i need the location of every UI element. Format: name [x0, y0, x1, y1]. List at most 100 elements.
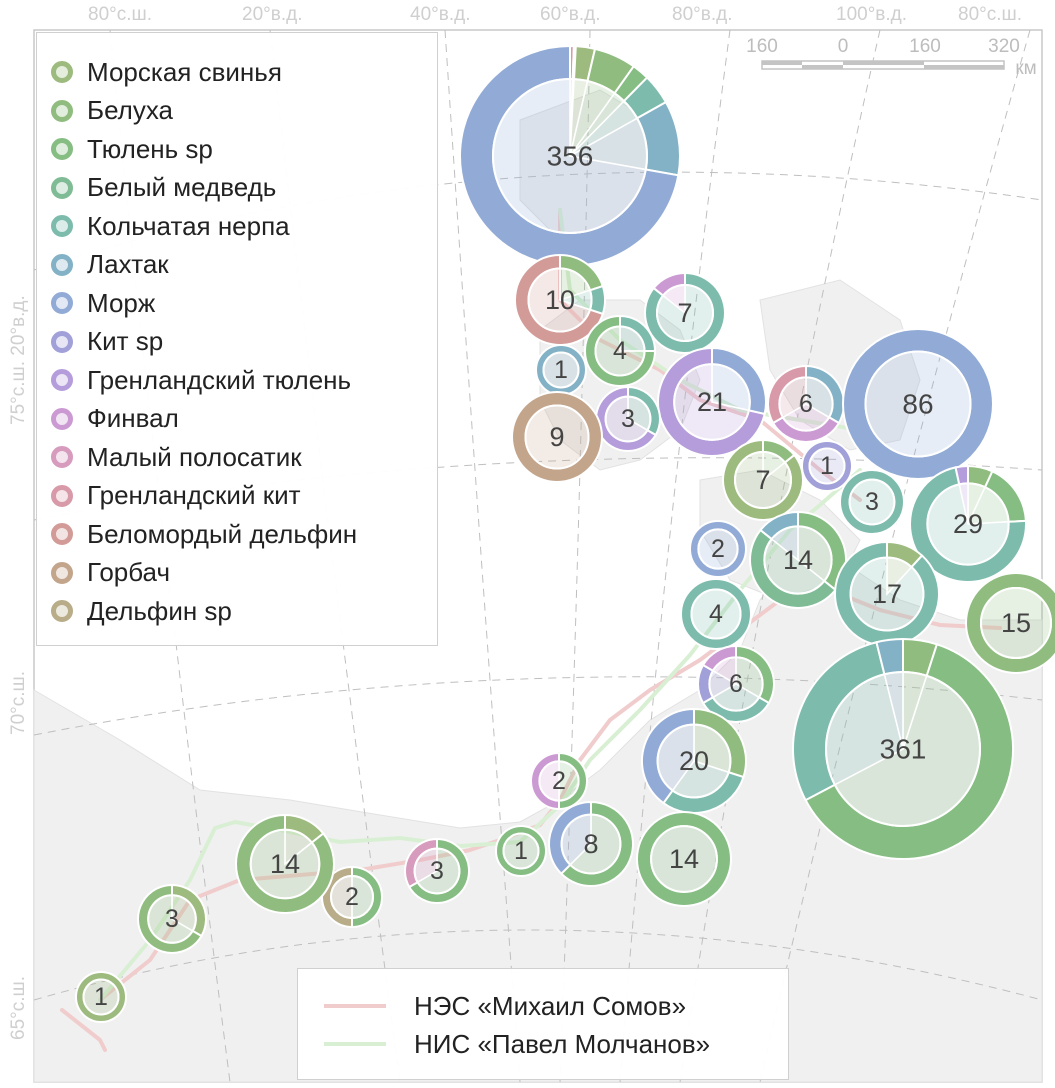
scale-tick-label: 160: [746, 36, 778, 57]
species-legend-item: Гренландский тюлень: [51, 361, 437, 400]
species-swatch: [51, 600, 73, 622]
observation-pie: 4: [585, 316, 655, 386]
species-legend-label: Кит sp: [87, 326, 163, 357]
species-swatch: [51, 408, 73, 430]
species-legend-label: Дельфин sp: [87, 596, 232, 627]
observation-pie: 3: [405, 839, 469, 903]
species-swatch: [51, 446, 73, 468]
route-legend-label: НЭС «Михаил Сомов»: [414, 991, 686, 1022]
pie-total-label: 14: [270, 849, 300, 879]
observation-pie: 1: [496, 826, 546, 876]
pie-total-label: 14: [783, 545, 813, 575]
grid-label-top: 80°в.д.: [672, 4, 732, 25]
observation-pie: 2: [690, 521, 746, 577]
pie-total-label: 3: [621, 405, 635, 433]
species-legend-item: Финвал: [51, 400, 437, 439]
observation-pie: 21: [658, 348, 766, 456]
species-swatch: [51, 254, 73, 276]
observation-pie: 2: [531, 753, 587, 809]
species-legend-item: Кольчатая нерпа: [51, 207, 437, 246]
observation-pie: 1: [802, 441, 852, 491]
route-legend-item: НИС «Павел Молчанов»: [324, 1025, 788, 1063]
observation-pie: 14: [236, 815, 334, 913]
grid-label-top: 60°в.д.: [540, 4, 600, 25]
scale-bar-segment: [762, 61, 802, 65]
species-legend-item: Дельфин sp: [51, 592, 437, 631]
species-swatch: [51, 177, 73, 199]
species-swatch: [51, 61, 73, 83]
species-swatch: [51, 138, 73, 160]
pie-total-label: 3: [430, 857, 444, 885]
pie-total-label: 21: [697, 387, 727, 417]
pie-total-label: 15: [1001, 608, 1031, 638]
pie-total-label: 1: [820, 452, 834, 480]
route-line-swatch: [324, 1042, 386, 1046]
grid-label-top: 80°с.ш.: [88, 4, 152, 25]
species-legend-label: Горбач: [87, 557, 170, 588]
route-legend: НЭС «Михаил Сомов» НИС «Павел Молчанов»: [297, 968, 789, 1080]
observation-pie: 9: [512, 392, 602, 482]
left-grid-labels: 75°с.ш. 20°в.д. 70°с.ш. 65°с.ш.: [8, 295, 29, 1040]
species-legend-item: Гренландский кит: [51, 477, 437, 516]
observation-pie: 3: [840, 470, 904, 534]
pie-total-label: 356: [547, 141, 594, 172]
observation-pie: 3: [596, 387, 660, 451]
species-swatch: [51, 485, 73, 507]
species-legend-item: Тюлень sp: [51, 130, 437, 169]
species-legend-label: Беломордый дельфин: [87, 519, 357, 550]
pie-total-label: 9: [549, 422, 564, 452]
route-line-swatch: [324, 1004, 386, 1008]
species-legend-item: Беломордый дельфин: [51, 515, 437, 554]
species-legend-item: Белуха: [51, 92, 437, 131]
observation-pie: 361: [793, 639, 1013, 859]
observation-pie: 1: [536, 345, 586, 395]
route-legend-item: НЭС «Михаил Сомов»: [324, 987, 788, 1025]
pie-total-label: 8: [583, 829, 598, 859]
observation-pie: 20: [642, 709, 746, 813]
pie-total-label: 4: [613, 337, 627, 365]
species-legend-label: Тюлень sp: [87, 134, 213, 165]
species-legend-item: Белый медведь: [51, 169, 437, 208]
species-legend-label: Гренландский тюлень: [87, 365, 351, 396]
species-legend-label: Морская свинья: [87, 57, 282, 88]
top-grid-labels: 80°с.ш. 20°в.д. 40°в.д. 60°в.д. 80°в.д. …: [88, 4, 1022, 25]
species-legend-label: Морж: [87, 288, 155, 319]
scale-bar-segment: [843, 61, 924, 65]
pie-total-label: 4: [709, 600, 723, 628]
species-swatch: [51, 562, 73, 584]
species-legend-label: Кольчатая нерпа: [87, 211, 290, 242]
pie-total-label: 6: [799, 390, 813, 418]
grid-label-top: 100°в.д.: [836, 4, 907, 25]
pie-total-label: 10: [545, 285, 575, 315]
observation-pie: 3: [138, 885, 206, 953]
observation-pie: 7: [723, 440, 803, 520]
grid-label-left: 70°с.ш.: [8, 671, 29, 735]
grid-label-top: 40°в.д.: [410, 4, 470, 25]
observation-pie: 15: [966, 573, 1055, 673]
route-legend-label: НИС «Павел Молчанов»: [414, 1029, 710, 1060]
pie-total-label: 1: [554, 356, 568, 384]
pie-total-label: 7: [755, 465, 770, 495]
pie-total-label: 3: [865, 488, 879, 516]
pie-total-label: 2: [345, 883, 359, 911]
species-swatch: [51, 292, 73, 314]
species-swatch: [51, 215, 73, 237]
species-legend-item: Лахтак: [51, 246, 437, 285]
pie-total-label: 361: [880, 734, 927, 765]
species-legend-label: Белый медведь: [87, 172, 276, 203]
pie-total-label: 20: [679, 746, 709, 776]
pie-total-label: 29: [953, 509, 983, 539]
species-swatch: [51, 331, 73, 353]
observation-pie: 4: [681, 579, 751, 649]
observation-pie: 17: [835, 542, 939, 646]
scale-bar-segment: [924, 65, 1004, 69]
species-legend-item: Кит sp: [51, 323, 437, 362]
observation-pie: 1: [76, 972, 126, 1022]
grid-label-left: 65°с.ш.: [8, 976, 29, 1040]
pie-total-label: 86: [902, 389, 933, 420]
pie-total-label: 6: [729, 670, 743, 698]
scale-tick-label: 320: [988, 36, 1020, 57]
observation-pie: 7: [645, 273, 725, 353]
pie-total-label: 1: [514, 837, 528, 865]
